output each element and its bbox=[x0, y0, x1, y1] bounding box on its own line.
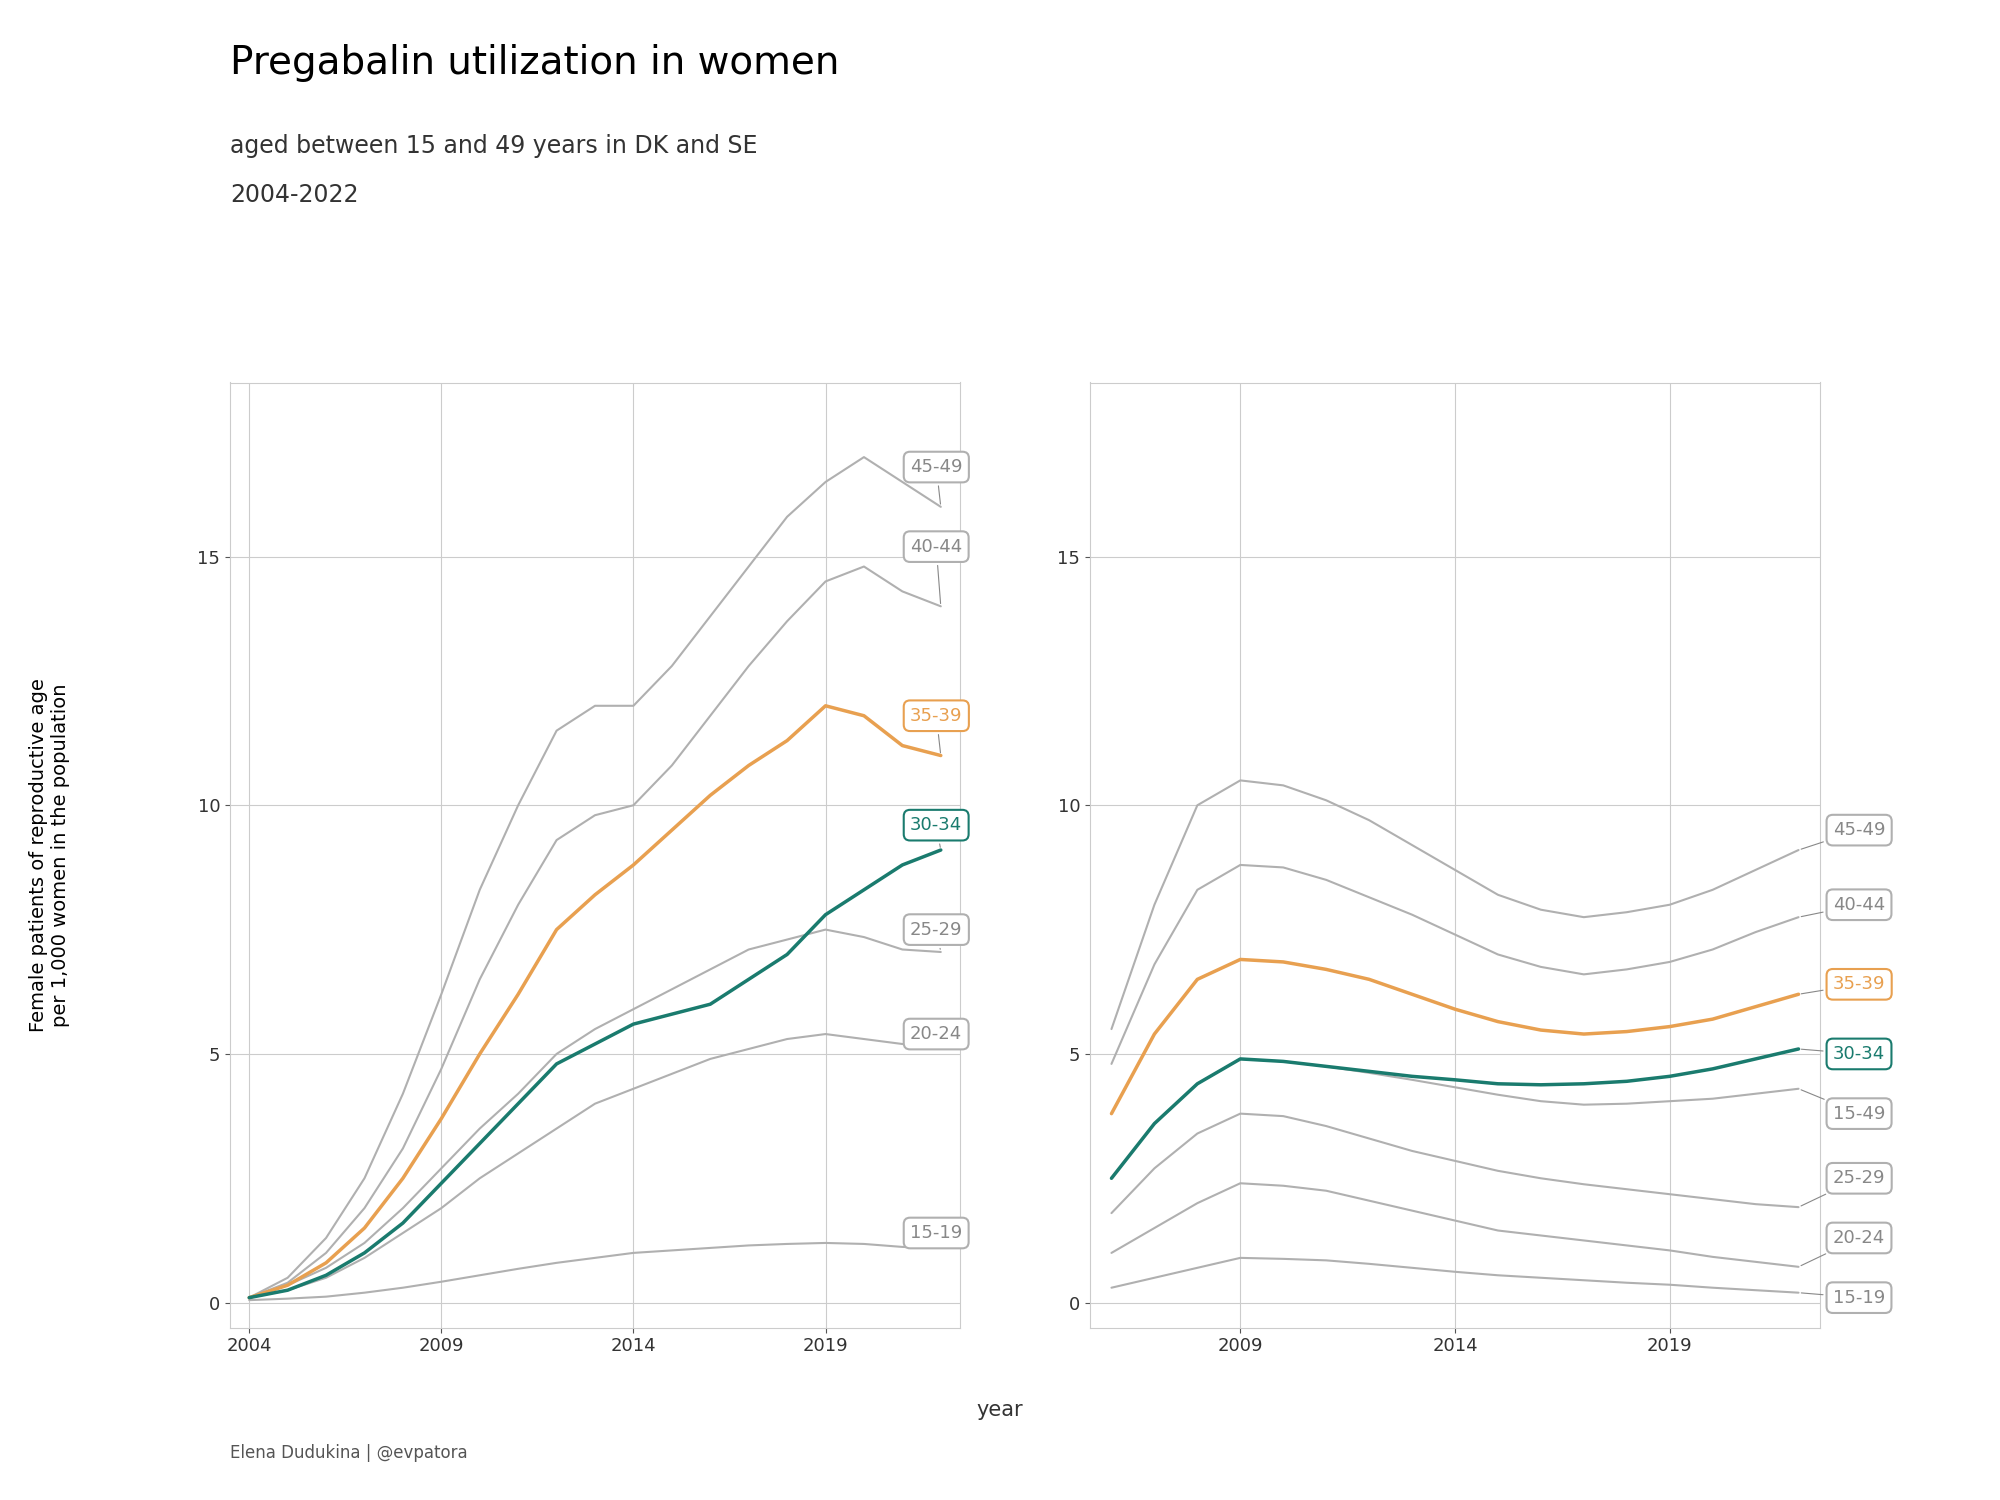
Text: 25-29: 25-29 bbox=[910, 921, 962, 950]
Text: 30-34: 30-34 bbox=[910, 816, 962, 848]
Text: Denmark: Denmark bbox=[540, 346, 650, 370]
Text: 40-44: 40-44 bbox=[910, 537, 962, 603]
Text: 30-34: 30-34 bbox=[1802, 1046, 1886, 1064]
Text: 20-24: 20-24 bbox=[1802, 1228, 1886, 1266]
Text: Sweden: Sweden bbox=[1408, 346, 1502, 370]
Text: 40-44: 40-44 bbox=[1802, 896, 1886, 916]
Text: 15-49: 15-49 bbox=[1802, 1090, 1886, 1122]
Text: Female patients of reproductive age
per 1,000 women in the population: Female patients of reproductive age per … bbox=[30, 678, 70, 1032]
Text: Pregabalin utilization in women: Pregabalin utilization in women bbox=[230, 45, 840, 82]
Text: Elena Dudukina | @evpatora: Elena Dudukina | @evpatora bbox=[230, 1444, 468, 1462]
Text: 45-49: 45-49 bbox=[1802, 821, 1886, 849]
Text: 35-39: 35-39 bbox=[910, 706, 962, 753]
Text: year: year bbox=[976, 1400, 1024, 1420]
Text: 35-39: 35-39 bbox=[1802, 975, 1886, 994]
Text: aged between 15 and 49 years in DK and SE: aged between 15 and 49 years in DK and S… bbox=[230, 134, 758, 158]
Text: 25-29: 25-29 bbox=[1802, 1170, 1886, 1206]
Text: 45-49: 45-49 bbox=[910, 458, 962, 504]
Text: 20-24: 20-24 bbox=[910, 1024, 962, 1044]
Text: 2004-2022: 2004-2022 bbox=[230, 183, 358, 207]
Text: 15-19: 15-19 bbox=[1802, 1288, 1886, 1306]
Text: 15-19: 15-19 bbox=[910, 1224, 962, 1245]
